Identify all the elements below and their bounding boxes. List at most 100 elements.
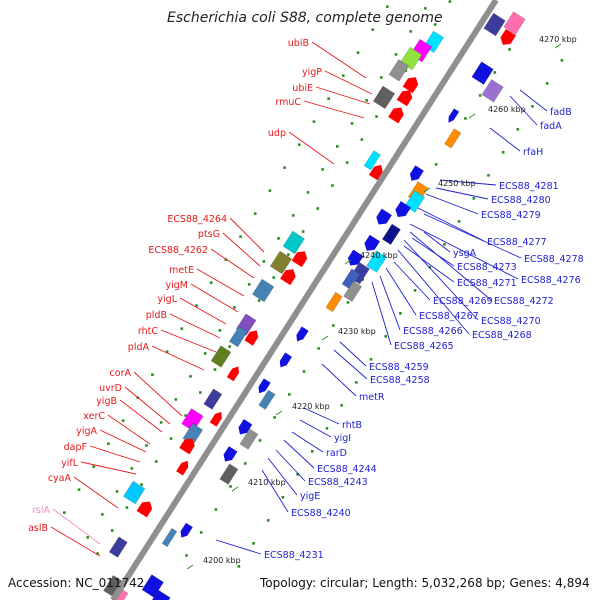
- tick-dot: [77, 488, 81, 491]
- tick-dot: [424, 7, 427, 10]
- tick-dot: [96, 552, 99, 555]
- tick-dot: [233, 306, 236, 309]
- gene-label-rmuc: rmuC: [275, 97, 301, 108]
- leader-lines: [50, 41, 548, 557]
- tick-dot: [301, 230, 305, 233]
- kbp-4270-kbp: 4270 kbp: [539, 35, 577, 44]
- tick-dot: [266, 519, 270, 522]
- gene-label-uvrd: uvrD: [99, 383, 122, 394]
- tick-dot: [174, 398, 178, 401]
- tick-dot: [340, 404, 343, 407]
- kbp-scale: 4270 kbp 4260 kbp 4250 kbp 4240 kbp 4230 kbp…: [186, 35, 577, 570]
- tick-dot: [327, 97, 330, 100]
- tick-dot: [317, 347, 320, 350]
- accession-text: Accession: NC_011742: [8, 576, 144, 590]
- gene-label-ecs88-4271: ECS88_4271: [457, 278, 517, 289]
- tick-dot: [516, 128, 520, 131]
- leader-ecs88-4272: [409, 231, 492, 301]
- leader-ecs88-4270: [403, 239, 479, 321]
- leader-ecs88-4264: [229, 217, 265, 253]
- leader-ysga: [423, 231, 451, 253]
- tick-dot: [443, 243, 446, 246]
- gene-label-pldb: pldB: [146, 310, 167, 321]
- leader-yigm: [190, 283, 239, 313]
- tick-dot: [189, 375, 192, 378]
- tick-dot: [321, 168, 324, 171]
- kbp-4240-kbp: 4240 kbp: [360, 251, 398, 260]
- tick-dot: [165, 350, 169, 353]
- leader-rfah: [489, 127, 521, 152]
- leader-ecs88-4268: [397, 249, 470, 335]
- gene-arrow: [226, 366, 239, 382]
- leader-pldb: [169, 313, 221, 339]
- tick-dot: [312, 120, 316, 123]
- gene-label-ysga: ysgA: [453, 248, 477, 259]
- gene-labels: ubiB yigP ubiE rmuC udp ECS88_4264 ptsG ECS88_4…: [28, 38, 584, 561]
- gene-label-xerc: xerC: [83, 411, 105, 422]
- gene-box: [161, 527, 178, 548]
- gene-label-cyaa: cyaA: [48, 473, 72, 484]
- kbp-4220-kbp: 4220 kbp: [292, 402, 330, 411]
- kbp-4200-kbp: 4200 kbp: [203, 556, 241, 565]
- gene-label-yige: yigE: [300, 491, 320, 502]
- tick-dot: [159, 421, 163, 424]
- genome-title: Escherichia coli S88, complete genome: [167, 10, 443, 26]
- gene-label-ecs88-4265: ECS88_4265: [394, 341, 454, 352]
- leader-ecs88-4277: [417, 207, 485, 242]
- gene-label-ubib: ubiB: [288, 38, 309, 49]
- tick-dot: [413, 289, 417, 292]
- tick-dot: [478, 94, 482, 97]
- gene-label-rsia: rsiA: [32, 505, 50, 516]
- tick-dot: [287, 393, 291, 396]
- leader-ubie: [315, 86, 371, 105]
- tick-dot: [258, 439, 262, 442]
- tick-dot: [501, 151, 505, 154]
- tick-dot: [287, 253, 290, 256]
- tick-dot: [332, 324, 335, 327]
- leader-rard: [291, 431, 324, 453]
- gene-arrow: [180, 522, 193, 538]
- gene-label-cora: corA: [110, 368, 132, 379]
- tick-dot: [237, 565, 241, 568]
- tick-dot: [399, 312, 402, 315]
- gene-label-udp: udp: [268, 128, 286, 139]
- leader-plda: [151, 345, 205, 371]
- leader-rhtb: [303, 407, 340, 425]
- tick-dot: [218, 329, 222, 332]
- tick-dot: [213, 368, 217, 371]
- tick-dot: [306, 191, 310, 194]
- gene-label-yiga: yigA: [76, 426, 97, 437]
- kbp-tick: [275, 410, 283, 416]
- tick-dot: [63, 511, 66, 514]
- gene-label-ecs88-4269: ECS88_4269: [433, 296, 493, 307]
- gene-arrow: [347, 249, 364, 266]
- gene-box: [103, 575, 123, 597]
- leader-yigi: [299, 419, 332, 438]
- tick-dot: [253, 212, 257, 215]
- gene-box: [258, 389, 276, 410]
- leader-yige: [267, 457, 298, 496]
- tick-dot: [154, 460, 158, 463]
- tick-dot: [342, 74, 345, 77]
- gene-box: [372, 85, 396, 110]
- gene-arrow: [296, 326, 309, 342]
- gene-arrow: [388, 107, 404, 124]
- leader-yigb: [119, 399, 163, 433]
- gene-label-ecs88-4264: ECS88_4264: [167, 214, 227, 225]
- tick-dot: [433, 23, 437, 26]
- gene-arrow: [244, 330, 259, 346]
- tick-dot: [199, 531, 203, 534]
- gene-label-mete: metE: [169, 265, 194, 276]
- gene-box: [203, 388, 223, 410]
- leader-ecs88-4281: [439, 179, 497, 186]
- tick-dot: [130, 467, 134, 470]
- tick-dot: [229, 485, 232, 488]
- tick-dot: [325, 427, 329, 430]
- tick-dot: [545, 82, 549, 85]
- gene-label-ecs88-4278: ECS88_4278: [524, 254, 584, 265]
- tick-dot: [310, 450, 314, 453]
- gene-box: [239, 428, 259, 450]
- gene-label-yifl: yifL: [61, 458, 79, 469]
- tick-dot: [180, 327, 184, 330]
